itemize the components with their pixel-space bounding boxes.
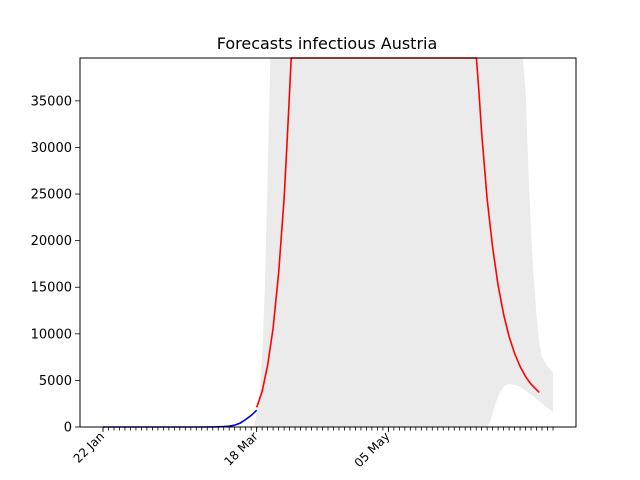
y-tick-label: 30000 — [31, 141, 72, 156]
y-tick-label: 5000 — [39, 374, 72, 389]
forecast-interval-band — [253, 58, 553, 427]
y-tick-label: 10000 — [31, 327, 72, 342]
y-tick-label: 25000 — [31, 188, 72, 203]
y-tick-label: 15000 — [31, 281, 72, 296]
y-tick-label: 20000 — [31, 234, 72, 249]
y-tick-label: 35000 — [31, 94, 72, 109]
plot-area-frame — [79, 57, 577, 428]
y-axis: 0 5000 10000 15000 20000 25000 30000 35000 — [31, 94, 80, 436]
chart-title: Forecasts infectious Austria — [217, 34, 438, 53]
y-tick-label: 0 — [64, 421, 72, 436]
forecast-band-layer — [253, 58, 553, 427]
forecast-series-line — [255, 57, 540, 408]
